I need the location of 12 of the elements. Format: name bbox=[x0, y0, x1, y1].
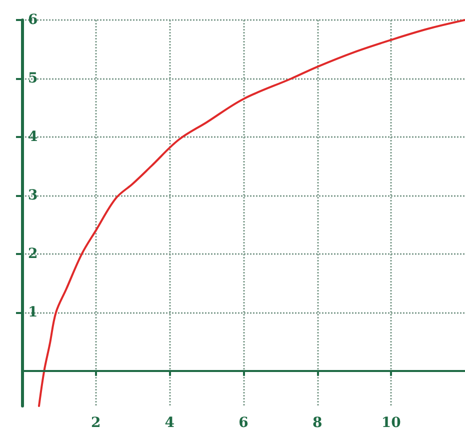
y-tick-label: 4 bbox=[28, 128, 38, 145]
x-tick-label: 6 bbox=[238, 415, 248, 430]
x-tick-label: 10 bbox=[381, 415, 402, 430]
x-tick-label: 8 bbox=[312, 415, 322, 430]
y-tick-label: 5 bbox=[28, 70, 38, 86]
x-tick-label: 4 bbox=[164, 415, 175, 430]
y-tick-label: 3 bbox=[28, 187, 38, 204]
y-tick-label: 6 bbox=[28, 12, 38, 28]
y-tick-label: 2 bbox=[28, 246, 38, 262]
line-series bbox=[38, 19, 465, 407]
x-tick-label: 2 bbox=[90, 415, 101, 430]
y-tick-label: 1 bbox=[28, 304, 38, 320]
